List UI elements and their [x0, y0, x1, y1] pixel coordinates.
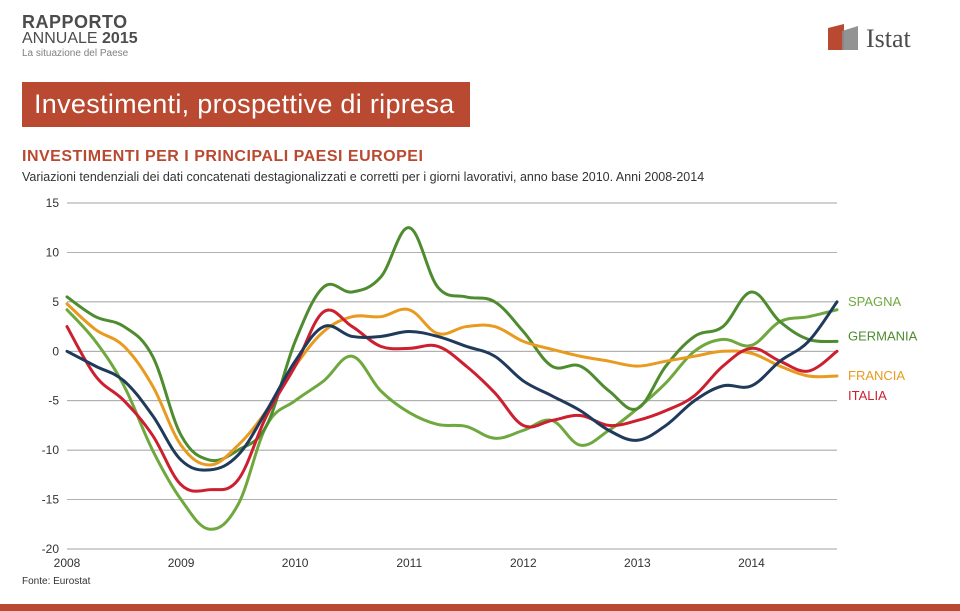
svg-text:2011: 2011	[396, 556, 422, 570]
svg-text:2014: 2014	[738, 556, 765, 570]
legend-germania: GERMANIA	[848, 328, 918, 343]
line-chart: -20 -15 -10 -5 0 5 10 15 2008 2009 2010 2011 2012 201…	[22, 195, 938, 570]
svg-text:2009: 2009	[168, 556, 195, 570]
svg-text:2008: 2008	[54, 556, 81, 570]
report-header: RAPPORTO ANNUALE 2015 La situazione del …	[22, 12, 138, 59]
svg-text:0: 0	[52, 344, 59, 358]
legend-spagna: SPAGNA	[848, 294, 902, 309]
series-spagna	[67, 310, 837, 530]
svg-text:-15: -15	[42, 493, 60, 507]
source-label: Fonte: Eurostat	[22, 576, 90, 587]
svg-text:-10: -10	[42, 443, 60, 457]
report-line2: ANNUALE 2015	[22, 30, 138, 48]
section-description: Variazioni tendenziali dei dati concaten…	[22, 170, 704, 184]
svg-text:2013: 2013	[624, 556, 651, 570]
svg-text:-5: -5	[48, 394, 59, 408]
svg-text:Istat: Istat	[866, 24, 912, 53]
istat-logo: Istat	[828, 20, 938, 56]
section-title: INVESTIMENTI PER I PRINCIPALI PAESI EURO…	[22, 148, 423, 166]
istat-logo-svg: Istat	[828, 20, 938, 56]
footer-accent-bar	[0, 604, 960, 611]
legend-italia: ITALIA	[848, 388, 887, 403]
svg-text:2012: 2012	[510, 556, 537, 570]
svg-text:5: 5	[52, 295, 59, 309]
report-annuale: ANNUALE	[22, 30, 98, 47]
report-subtitle: La situazione del Paese	[22, 48, 138, 59]
page: { "header": { "line1": "RAPPORTO", "line…	[0, 0, 960, 611]
svg-text:10: 10	[46, 245, 60, 259]
legend-francia: FRANCIA	[848, 368, 905, 383]
page-title: Investimenti, prospettive di ripresa	[22, 82, 470, 127]
svg-text:15: 15	[46, 196, 60, 210]
report-year: 2015	[102, 30, 138, 47]
svg-text:2010: 2010	[282, 556, 309, 570]
svg-text:-20: -20	[42, 542, 60, 556]
